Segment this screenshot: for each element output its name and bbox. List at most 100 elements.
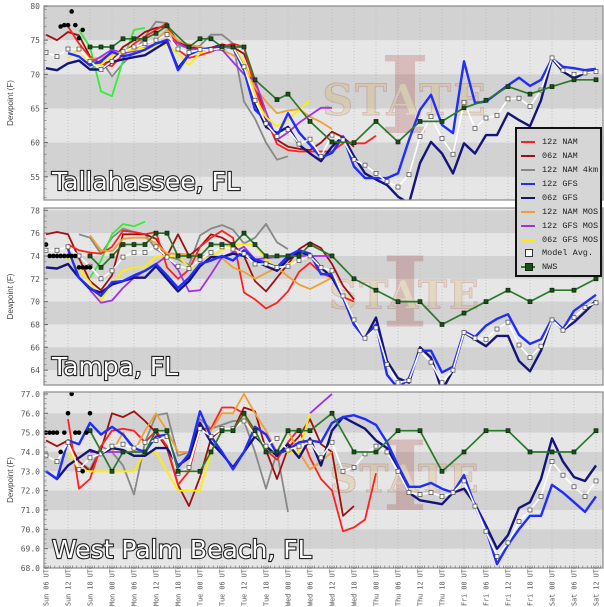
y-tick-label: 72.0 [21, 487, 40, 496]
marker-nws [329, 410, 335, 416]
legend-label: NWS [542, 262, 558, 272]
legend-item-12z-gfs-mos: 12z GFS MOS [521, 220, 598, 232]
series-nam12 [67, 229, 355, 310]
marker-nws [120, 36, 126, 42]
obs-point [80, 468, 85, 474]
marker-nws [175, 468, 181, 474]
marker-nws [175, 253, 181, 259]
legend-item-06z-gfs: 06z GFS [521, 192, 578, 204]
marker-avg [241, 64, 247, 70]
grid-band [44, 74, 603, 109]
marker-avg [582, 494, 588, 499]
obs-point [76, 430, 82, 435]
marker-nws [395, 299, 401, 304]
marker-avg [439, 136, 445, 141]
marker-nws [571, 77, 577, 83]
marker-nws [483, 299, 489, 304]
obs-point [58, 24, 63, 29]
legend-swatch [521, 169, 535, 171]
x-tick-label: Sun 12 UTC [65, 565, 73, 606]
marker-avg [560, 327, 566, 333]
marker-avg [65, 244, 71, 250]
marker-avg [560, 472, 566, 478]
marker-nws [142, 242, 148, 247]
x-tick-label: Mon 06 UTC [131, 565, 139, 606]
marker-avg [351, 317, 357, 323]
marker-avg [384, 179, 390, 184]
marker-nws [395, 139, 401, 145]
legend-label: 12z NAM [542, 137, 578, 147]
obs-point [87, 265, 93, 270]
obs-point [65, 22, 71, 28]
series-nws [87, 230, 599, 327]
grid-band [44, 451, 603, 472]
marker-avg [384, 362, 390, 367]
marker-nws [230, 428, 236, 434]
marker-avg [241, 418, 247, 424]
marker-avg [582, 70, 588, 76]
series-group [44, 9, 599, 200]
marker-avg [307, 136, 313, 142]
x-tick-label: Tue 12 UTC [241, 565, 249, 606]
marker-nws [109, 44, 115, 50]
y-tick-label: 70 [30, 70, 40, 79]
y-tick-label: 70.0 [21, 525, 40, 534]
obs-point [51, 253, 56, 259]
series-line-gfs06 [45, 40, 597, 200]
marker-nws [241, 410, 247, 416]
marker-avg [65, 439, 71, 445]
marker-nws [307, 119, 313, 124]
y-tick-label: 65 [30, 104, 40, 113]
marker-nws [329, 253, 335, 259]
marker-avg [87, 455, 93, 461]
marker-nws [527, 449, 533, 455]
x-tick-label: Tue 00 UTC [197, 565, 205, 606]
marker-nws [505, 428, 511, 434]
grid-band [44, 301, 603, 325]
y-tick-label: 55 [30, 173, 40, 182]
marker-avg [428, 490, 434, 495]
x-tick-label: Mon 18 UTC [175, 565, 183, 606]
marker-avg [208, 434, 214, 439]
marker-avg [153, 438, 159, 443]
y-tick-label: 66 [30, 343, 40, 352]
obs-point [65, 410, 71, 416]
y-tick-label: 78 [30, 206, 40, 215]
series-gfs06 [45, 40, 597, 200]
obs-point [47, 430, 52, 435]
marker-avg [120, 49, 126, 55]
obs-point [76, 35, 82, 41]
marker-nws [252, 428, 258, 434]
legend-label: Model Avg. [542, 248, 594, 258]
x-tick-label: Tue 06 UTC [219, 565, 227, 606]
marker-avg [263, 121, 269, 126]
marker-nws [109, 468, 115, 474]
marker-nws [549, 287, 555, 293]
marker-avg [329, 132, 335, 138]
marker-avg [527, 104, 533, 109]
marker-avg [461, 478, 467, 484]
marker-nws [307, 428, 313, 434]
marker-avg [340, 468, 346, 474]
y-tick-label: 64 [30, 366, 40, 375]
legend-label: 06z NAM [542, 151, 578, 161]
series-gfsmos06 [67, 44, 311, 128]
station-title: Tallahassee, FL [51, 167, 240, 196]
marker-avg [417, 492, 423, 497]
square-marker-icon [525, 263, 533, 271]
marker-nws [549, 449, 555, 455]
marker-avg [186, 266, 192, 271]
marker-avg [329, 439, 335, 445]
marker-nws [395, 428, 401, 434]
marker-nws [252, 242, 258, 247]
legend-item-model-avg: Model Avg. [521, 247, 593, 259]
legend-label: 12z GFS MOS [542, 221, 599, 231]
marker-nws [142, 449, 148, 455]
marker-nws [373, 119, 379, 124]
series-group [44, 220, 599, 385]
marker-avg [307, 253, 313, 259]
marker-avg [131, 445, 137, 451]
marker-nws [186, 44, 192, 50]
obs-point [87, 410, 93, 416]
marker-avg [285, 127, 291, 132]
